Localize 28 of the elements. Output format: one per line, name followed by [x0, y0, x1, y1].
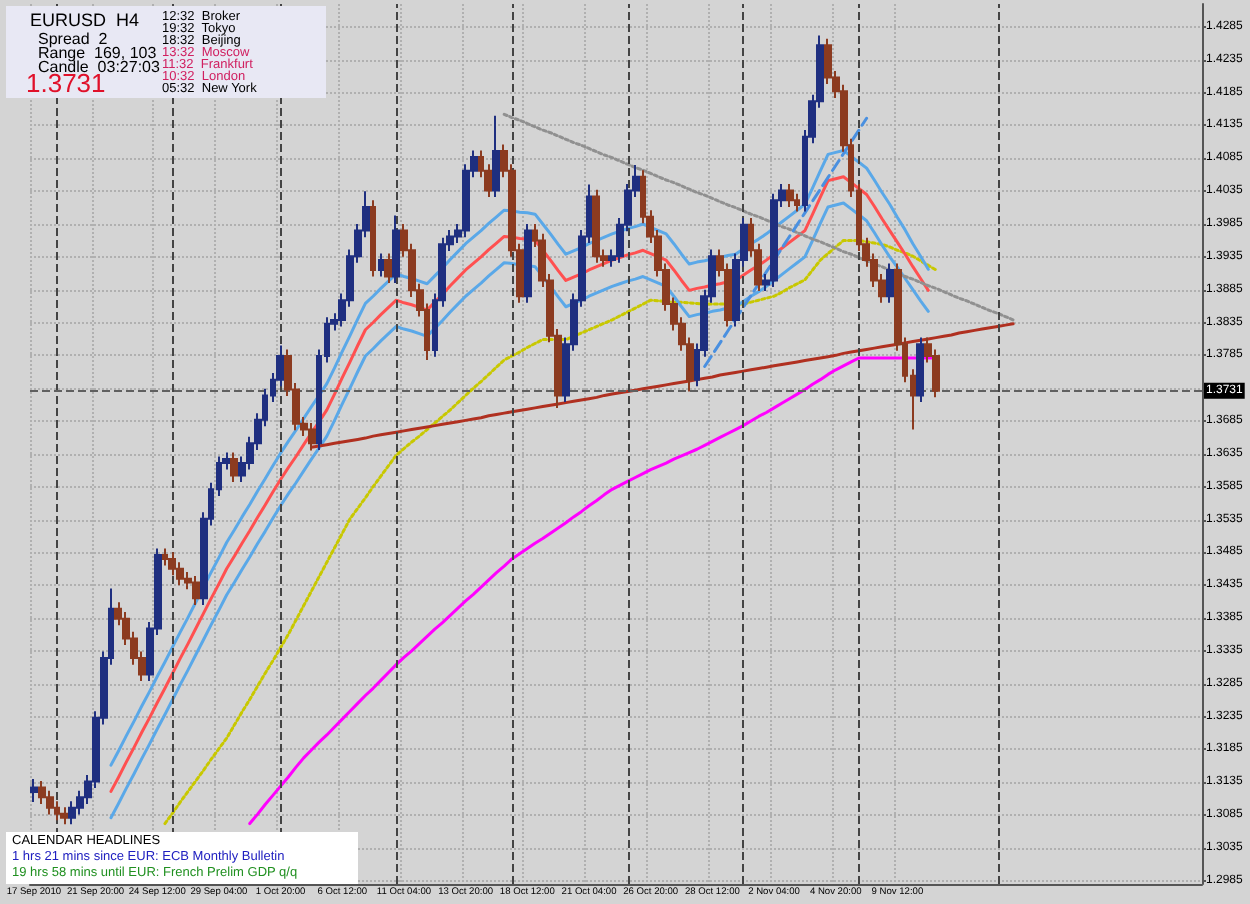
- candlestick: [524, 223, 532, 304]
- candlestick: [786, 182, 794, 208]
- candlestick: [30, 777, 38, 803]
- candlestick: [308, 421, 316, 452]
- candlestick: [46, 789, 54, 816]
- line-series: [309, 322, 1015, 449]
- candlestick: [492, 114, 500, 199]
- candlestick: [378, 252, 384, 278]
- candlestick: [384, 252, 392, 285]
- annotation: Candle 03:27:03: [38, 58, 160, 76]
- annotation: Spread 2: [38, 30, 108, 48]
- line-series: [703, 116, 869, 369]
- annotation: Range 169, 103: [38, 44, 157, 62]
- candlestick: [916, 336, 924, 403]
- candlestick: [392, 214, 400, 285]
- candlestick: [192, 575, 200, 606]
- candlestick: [886, 262, 894, 304]
- candlestick: [230, 451, 238, 484]
- candlestick: [794, 192, 800, 213]
- line-series: [502, 112, 1015, 322]
- candlestick: [60, 806, 68, 826]
- line-series: [248, 356, 938, 826]
- candlestick: [770, 192, 778, 289]
- chart-title: EURUSD H4: [30, 10, 140, 30]
- candlestick: [370, 199, 376, 278]
- candlestick: [162, 547, 168, 567]
- candlestick: [592, 188, 600, 264]
- candlestick: [168, 551, 176, 577]
